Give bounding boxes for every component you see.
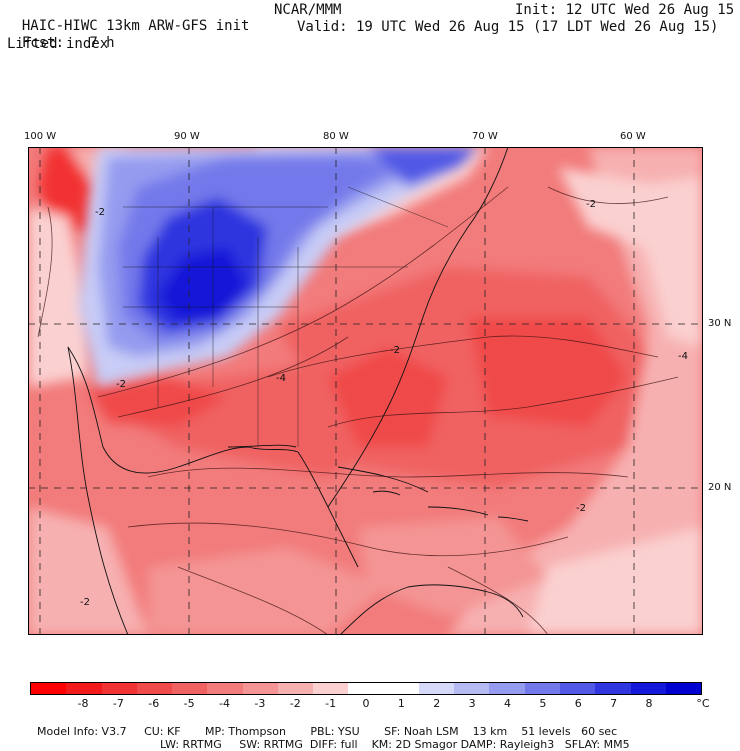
init-time: Init: 12 UTC Wed 26 Aug 15 xyxy=(515,2,735,18)
model-version: Model Info: V3.7 xyxy=(37,725,127,738)
colorbar-segment xyxy=(383,683,419,694)
lon-label-100w: 100 W xyxy=(24,131,57,142)
colorbar-segment xyxy=(595,683,631,694)
model-title: HAIC-HIWC 13km ARW-GFS init xyxy=(5,2,250,34)
model-info-line1: Model Info: V3.7 CU: KF MP: Thompson PBL… xyxy=(30,712,617,738)
colorbar-tick-label: -7 xyxy=(112,697,124,710)
contour-label: -2 xyxy=(116,379,126,390)
contour-label: -2 xyxy=(390,345,400,356)
org-label: NCAR/MMM xyxy=(274,2,342,18)
model-info-line2: LW: RRTMG SW: RRTMG DIFF: full KM: 2D Sm… xyxy=(153,725,630,751)
map-canvas: -2 -2 -4 -2 -2 -4 -2 -2 xyxy=(28,147,703,635)
colorbar-tick-label: 3 xyxy=(468,697,476,710)
forecast-hour: Fcst: 7 h xyxy=(5,19,115,51)
colorbar-segment xyxy=(524,683,560,694)
colorbar-tick-label: 6 xyxy=(574,697,582,710)
lon-label-80w: 80 W xyxy=(323,131,349,142)
time-step: 60 sec xyxy=(581,725,618,738)
coastlines xyxy=(67,147,524,635)
colorbar-tick-label: 1 xyxy=(397,697,405,710)
lat-label-20n: 20 N xyxy=(708,482,732,493)
colorbar-tick-label: 5 xyxy=(539,697,547,710)
contour-label: -4 xyxy=(276,373,286,384)
latlon-grid xyxy=(28,147,703,635)
lon-label-90w: 90 W xyxy=(174,131,200,142)
pbl-scheme: PBL: YSU xyxy=(310,725,360,738)
colorbar-segment xyxy=(242,683,278,694)
colorbar-segment xyxy=(630,683,666,694)
fcst-value: 7 h xyxy=(89,35,115,51)
colorbar-tick-label: 2 xyxy=(433,697,441,710)
colorbar-tick-label: 4 xyxy=(503,697,511,710)
colorbar-tick-label: -1 xyxy=(325,697,337,710)
colorbar-segment xyxy=(101,683,137,694)
lat-label-30n: 30 N xyxy=(708,318,732,329)
model-name: HAIC-HIWC 13km ARW-GFS init xyxy=(21,18,250,34)
colorbar-unit: °C xyxy=(696,697,710,710)
colorbar-segment xyxy=(489,683,525,694)
vertical-levels: 51 levels xyxy=(521,725,571,738)
colorbar-tick-label: -3 xyxy=(254,697,266,710)
valid-time: Valid: 19 UTC Wed 26 Aug 15 (17 LDT Wed … xyxy=(297,19,719,35)
colorbar-tick-label: -4 xyxy=(219,697,230,710)
field-name: Lifted index xyxy=(7,36,109,52)
lon-label-60w: 60 W xyxy=(620,131,646,142)
state-borders xyxy=(123,186,449,447)
contour-label: -2 xyxy=(95,207,105,218)
colorbar-segment xyxy=(277,683,314,694)
contour-label: -4 xyxy=(678,351,688,362)
colorbar-tick-label: 8 xyxy=(645,697,653,710)
colorbar-segment xyxy=(348,683,384,694)
grid-spacing: 13 km xyxy=(472,725,508,738)
colorbar-tick-label: -6 xyxy=(148,697,160,710)
lifted-index-map: -2 -2 -4 -2 -2 -4 -2 -2 xyxy=(28,147,703,635)
colorbar-segment xyxy=(31,683,67,694)
colorbar-tick-label: -5 xyxy=(183,697,195,710)
contour-label: -2 xyxy=(586,199,596,210)
colorbar-segment xyxy=(665,683,702,694)
colorbar-segment xyxy=(559,683,596,694)
contour-label-group: -2 -2 -4 -2 -2 -4 -2 -2 xyxy=(80,199,688,608)
colorbar-tick-label: -2 xyxy=(289,697,301,710)
colorbar-segment xyxy=(313,683,349,694)
colorbar-segment xyxy=(454,683,490,694)
colorbar-tick-label: 7 xyxy=(610,697,618,710)
colorbar-segment xyxy=(207,683,243,694)
colorbar-tick-label: 0 xyxy=(362,697,370,710)
colorbar-segment xyxy=(136,683,173,694)
colorbar-segment xyxy=(66,683,102,694)
colorbar-segment xyxy=(418,683,455,694)
colorbar-segment xyxy=(172,683,208,694)
sf-scheme: SF: Noah LSM xyxy=(384,725,459,738)
colorbar-tick-label: -8 xyxy=(77,697,89,710)
colorbar xyxy=(30,682,702,695)
lon-label-70w: 70 W xyxy=(472,131,498,142)
contour-lines xyxy=(37,186,679,635)
map-border xyxy=(28,147,703,635)
cu-scheme: CU: KF xyxy=(144,725,181,738)
mp-scheme: MP: Thompson xyxy=(205,725,286,738)
contour-label: -2 xyxy=(576,503,586,514)
fcst-label: Fcst: xyxy=(21,35,65,51)
contour-label: -2 xyxy=(80,597,90,608)
